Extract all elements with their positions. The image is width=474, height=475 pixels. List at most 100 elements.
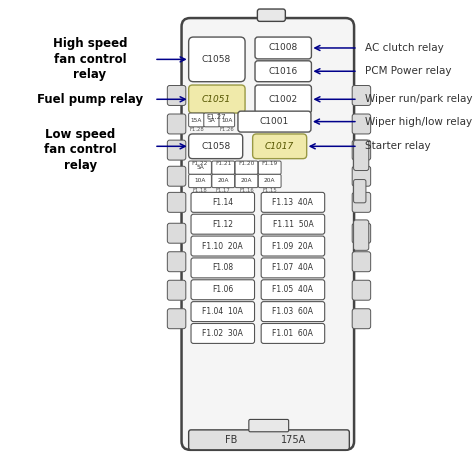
Text: 175A: 175A xyxy=(281,435,307,446)
FancyBboxPatch shape xyxy=(167,309,186,329)
Text: F1.06: F1.06 xyxy=(212,285,233,294)
FancyBboxPatch shape xyxy=(189,113,204,127)
FancyBboxPatch shape xyxy=(167,114,186,134)
FancyBboxPatch shape xyxy=(189,134,243,159)
FancyBboxPatch shape xyxy=(258,174,281,188)
FancyBboxPatch shape xyxy=(191,214,255,234)
FancyBboxPatch shape xyxy=(238,111,311,132)
Text: C1001: C1001 xyxy=(260,117,289,126)
Text: F1.02  30A: F1.02 30A xyxy=(202,329,243,338)
FancyBboxPatch shape xyxy=(167,192,186,212)
Text: F1.18: F1.18 xyxy=(192,188,208,193)
Text: F1.03  60A: F1.03 60A xyxy=(273,307,313,316)
Text: F1.19: F1.19 xyxy=(262,161,278,166)
Text: C1058: C1058 xyxy=(201,142,230,151)
Text: F1.05  40A: F1.05 40A xyxy=(273,285,313,294)
Text: F1.15: F1.15 xyxy=(262,188,277,193)
Text: F1.04  10A: F1.04 10A xyxy=(202,307,243,316)
Text: C1051: C1051 xyxy=(202,95,231,104)
FancyBboxPatch shape xyxy=(235,161,258,174)
Text: 15A: 15A xyxy=(191,118,202,123)
FancyBboxPatch shape xyxy=(167,86,186,105)
FancyBboxPatch shape xyxy=(219,113,235,127)
Text: 20A: 20A xyxy=(218,179,229,183)
Text: F1.08: F1.08 xyxy=(212,264,233,272)
FancyBboxPatch shape xyxy=(204,113,219,127)
Text: 10A: 10A xyxy=(221,118,232,123)
FancyBboxPatch shape xyxy=(261,258,325,278)
Text: F1.01  60A: F1.01 60A xyxy=(273,329,313,338)
Text: C1008: C1008 xyxy=(268,44,298,52)
Text: Fuel pump relay: Fuel pump relay xyxy=(37,93,143,106)
Text: F1.09  20A: F1.09 20A xyxy=(273,242,313,250)
FancyBboxPatch shape xyxy=(261,280,325,300)
FancyBboxPatch shape xyxy=(189,430,349,450)
FancyBboxPatch shape xyxy=(352,280,371,300)
Text: AC clutch relay: AC clutch relay xyxy=(365,43,444,53)
Text: F1.10  20A: F1.10 20A xyxy=(202,242,243,250)
FancyBboxPatch shape xyxy=(212,174,235,188)
FancyBboxPatch shape xyxy=(212,161,235,174)
FancyBboxPatch shape xyxy=(235,174,258,188)
Text: 20A: 20A xyxy=(264,179,275,183)
Text: FB: FB xyxy=(225,435,237,446)
FancyBboxPatch shape xyxy=(253,134,307,159)
FancyBboxPatch shape xyxy=(261,236,325,256)
FancyBboxPatch shape xyxy=(167,280,186,300)
Text: F1.20: F1.20 xyxy=(238,161,255,166)
FancyBboxPatch shape xyxy=(261,192,325,212)
Text: F1.28: F1.28 xyxy=(189,127,204,132)
FancyBboxPatch shape xyxy=(352,192,371,212)
Text: 5A: 5A xyxy=(196,165,204,170)
FancyBboxPatch shape xyxy=(352,252,371,272)
Text: Wiper run/park relay: Wiper run/park relay xyxy=(365,94,473,104)
Text: F1.13  40A: F1.13 40A xyxy=(273,198,313,207)
Text: F1.11  50A: F1.11 50A xyxy=(273,220,313,228)
Text: Low speed
fan control
relay: Low speed fan control relay xyxy=(44,128,117,171)
Text: 5A: 5A xyxy=(208,118,216,123)
Text: High speed
fan control
relay: High speed fan control relay xyxy=(53,38,128,81)
FancyBboxPatch shape xyxy=(191,236,255,256)
FancyBboxPatch shape xyxy=(354,220,369,250)
FancyBboxPatch shape xyxy=(191,258,255,278)
FancyBboxPatch shape xyxy=(255,85,311,113)
FancyBboxPatch shape xyxy=(257,9,285,21)
Text: F1.27: F1.27 xyxy=(207,114,227,120)
Text: F1.21: F1.21 xyxy=(215,161,231,166)
FancyBboxPatch shape xyxy=(352,114,371,134)
FancyBboxPatch shape xyxy=(189,85,245,113)
FancyBboxPatch shape xyxy=(352,166,371,186)
Text: Wiper high/low relay: Wiper high/low relay xyxy=(365,116,472,127)
FancyBboxPatch shape xyxy=(261,214,325,234)
Text: F1.17: F1.17 xyxy=(216,188,231,193)
FancyBboxPatch shape xyxy=(352,223,371,243)
FancyBboxPatch shape xyxy=(255,37,311,59)
Text: PCM Power relay: PCM Power relay xyxy=(365,66,451,76)
FancyBboxPatch shape xyxy=(189,174,211,188)
Text: C1017: C1017 xyxy=(265,142,294,151)
Text: F1.14: F1.14 xyxy=(212,198,233,207)
Text: C1058: C1058 xyxy=(202,55,231,64)
FancyBboxPatch shape xyxy=(191,323,255,343)
FancyBboxPatch shape xyxy=(258,161,281,174)
Text: 20A: 20A xyxy=(241,179,252,183)
FancyBboxPatch shape xyxy=(255,61,311,82)
FancyBboxPatch shape xyxy=(261,323,325,343)
FancyBboxPatch shape xyxy=(182,18,354,450)
Text: C1002: C1002 xyxy=(268,95,298,104)
Text: F1.07  40A: F1.07 40A xyxy=(273,264,313,272)
FancyBboxPatch shape xyxy=(191,192,255,212)
FancyBboxPatch shape xyxy=(189,37,245,82)
FancyBboxPatch shape xyxy=(261,302,325,322)
FancyBboxPatch shape xyxy=(352,140,371,160)
FancyBboxPatch shape xyxy=(167,252,186,272)
FancyBboxPatch shape xyxy=(167,166,186,186)
FancyBboxPatch shape xyxy=(354,180,366,203)
FancyBboxPatch shape xyxy=(189,161,211,174)
FancyBboxPatch shape xyxy=(191,302,255,322)
Text: F1.12: F1.12 xyxy=(212,220,233,228)
FancyBboxPatch shape xyxy=(352,309,371,329)
FancyBboxPatch shape xyxy=(191,280,255,300)
Text: F1.22: F1.22 xyxy=(192,161,208,166)
Text: 10A: 10A xyxy=(194,179,206,183)
